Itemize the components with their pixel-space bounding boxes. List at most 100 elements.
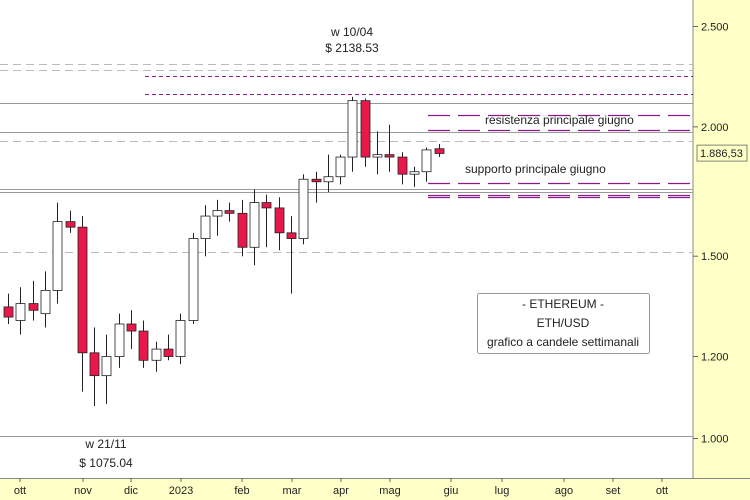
x-tick-label: ott — [14, 485, 26, 497]
x-tick-label: ott — [656, 485, 668, 497]
candle — [114, 313, 125, 368]
candle — [372, 131, 383, 175]
last-price-label: 1.886,53 — [700, 148, 743, 160]
candle — [274, 197, 285, 251]
low-week-annotation: w 21/11 — [84, 437, 126, 451]
x-tick-label: feb — [234, 485, 249, 497]
candle-body-down — [224, 210, 235, 214]
candle-body-down — [261, 202, 272, 209]
plot-background — [0, 0, 693, 478]
candle-body-up — [15, 303, 26, 321]
candle — [40, 271, 51, 328]
candle — [200, 205, 211, 257]
support-label: supporto principale giugno — [465, 162, 606, 176]
candle — [52, 202, 63, 304]
candle — [360, 98, 371, 167]
x-tick-label: mar — [283, 485, 302, 497]
high-price-annotation: $ 2138.53 — [325, 41, 379, 55]
candle-body-down — [360, 100, 371, 158]
candle-body-up — [188, 238, 199, 321]
last-price-marker: 1.886,53 — [696, 144, 748, 162]
candle — [397, 152, 408, 185]
candle-body-up — [175, 320, 186, 357]
time-axis-ticks: ott nov dic 2023 feb mar apr mag giu lug ago set ott — [14, 478, 668, 497]
time-axis-background — [0, 478, 750, 500]
x-tick-label: dic — [124, 485, 139, 497]
y-tick-label: 1.000 — [701, 434, 729, 446]
candle — [175, 313, 186, 365]
low-price-annotation: $ 1075.04 — [79, 456, 133, 470]
candle — [335, 154, 346, 185]
candle — [163, 334, 174, 361]
candle-body-down — [28, 303, 39, 311]
title-box-frame — [477, 293, 650, 354]
candle — [151, 341, 162, 372]
x-tick-label: mag — [379, 485, 400, 497]
candle — [28, 280, 39, 321]
price-axis-background — [693, 0, 750, 478]
high-week-annotation: w 10/04 — [330, 25, 373, 39]
horizontal-levels — [0, 64, 693, 437]
candle-body-down — [311, 178, 322, 183]
title-line-3: grafico a candele settimanali — [487, 335, 639, 349]
candle-body-up — [421, 149, 432, 173]
candle-body-down — [384, 154, 395, 158]
candle — [409, 166, 420, 187]
price-axis-ticks: 2.500 2.000 1.500 1.200 1.000 — [693, 22, 729, 446]
candle — [421, 147, 432, 182]
candle — [434, 144, 445, 158]
candle-body-up — [114, 323, 125, 357]
candle-body-up — [409, 171, 420, 175]
title-line-2: ETH/USD — [537, 316, 590, 330]
candle-body-up — [40, 290, 51, 315]
title-line-1: - ETHEREUM - — [522, 297, 604, 311]
candle-body-down — [126, 323, 137, 332]
candle-body-up — [249, 202, 260, 248]
candle — [126, 310, 137, 350]
candle — [311, 171, 322, 203]
last-price-box — [696, 144, 748, 162]
candle — [261, 194, 272, 248]
y-tick-label: 2.500 — [701, 22, 729, 34]
candle-body-up — [335, 156, 346, 178]
candle-body-down — [274, 207, 285, 234]
candle — [65, 210, 76, 233]
candle-body-down — [163, 348, 174, 357]
candle-body-down — [237, 212, 248, 248]
y-tick-label: 1.200 — [701, 352, 729, 364]
candle-body-up — [101, 356, 112, 377]
candle-body-up — [323, 176, 334, 183]
candle — [286, 216, 297, 294]
candle-body-down — [89, 352, 100, 377]
title-box: - ETHEREUM - ETH/USD grafico a candele s… — [477, 293, 650, 354]
candle — [249, 189, 260, 266]
candle-body-up — [151, 348, 162, 361]
candle-body-up — [52, 221, 63, 291]
candle — [212, 199, 223, 236]
candle — [3, 293, 14, 325]
candle-body-down — [286, 232, 297, 239]
candle — [347, 96, 358, 172]
candle — [138, 320, 149, 368]
candle — [237, 199, 248, 257]
candle-body-up — [200, 215, 211, 239]
x-tick-label: giu — [444, 485, 459, 497]
candle-body-down — [397, 156, 408, 175]
candle-body-up — [298, 178, 309, 239]
y-tick-label: 1.500 — [701, 251, 729, 263]
candle-body-up — [372, 154, 383, 158]
candles — [3, 96, 445, 406]
candle-body-down — [77, 226, 88, 354]
x-tick-label: apr — [333, 485, 349, 497]
candle — [89, 327, 100, 406]
x-tick-label: 2023 — [169, 485, 193, 497]
candle — [298, 174, 309, 245]
candle — [15, 287, 26, 335]
x-tick-label: set — [606, 485, 621, 497]
candle — [77, 216, 88, 392]
candle-body-up — [347, 100, 358, 158]
candle — [224, 202, 235, 222]
y-tick-label: 2.000 — [701, 122, 729, 134]
candle-body-down — [3, 306, 14, 318]
